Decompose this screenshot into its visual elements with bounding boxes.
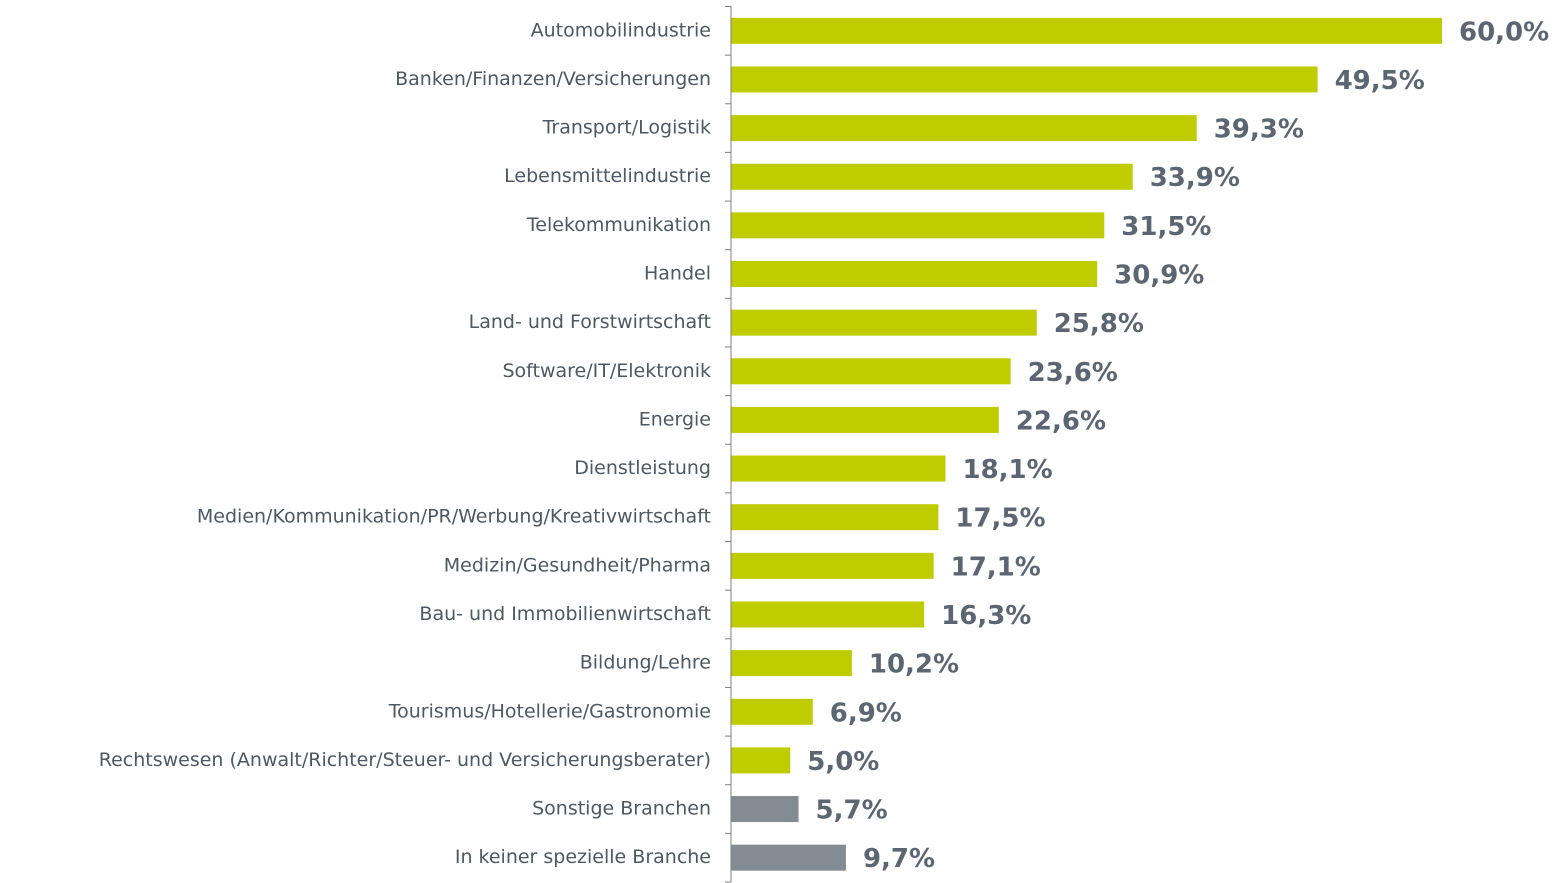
value-label: 5,0% (807, 747, 879, 777)
bar (731, 455, 946, 482)
value-label: 18,1% (962, 455, 1052, 485)
bar (731, 650, 852, 677)
value-label: 10,2% (869, 650, 959, 680)
value-label: 25,8% (1054, 309, 1144, 339)
bar (731, 309, 1037, 336)
y-tick-label: Land- und Forstwirtschaft (469, 311, 711, 333)
y-tick-label: Dienstleistung (574, 457, 711, 479)
y-tick-label: Energie (639, 408, 711, 430)
bar (731, 747, 791, 774)
value-label: 23,6% (1028, 358, 1118, 388)
y-tick-label: Software/IT/Elektronik (502, 360, 711, 382)
value-label: 60,0% (1459, 17, 1549, 47)
bar (731, 698, 813, 725)
y-tick-label: Handel (644, 263, 711, 285)
value-label: 16,3% (941, 601, 1031, 631)
bar (731, 66, 1318, 93)
y-tick-label: In keiner spezielle Branche (455, 846, 711, 868)
value-label: 22,6% (1016, 406, 1106, 436)
bar (731, 796, 799, 823)
value-label: 39,3% (1214, 115, 1304, 145)
bar (731, 844, 846, 871)
bar (731, 261, 1098, 288)
y-tick-label: Automobilindustrie (531, 19, 711, 41)
value-label: 17,5% (955, 504, 1045, 534)
y-tick-label: Sonstige Branchen (532, 798, 711, 820)
value-label: 31,5% (1121, 212, 1211, 242)
y-tick-label: Telekommunikation (526, 214, 711, 236)
bar (731, 552, 934, 579)
bar (731, 406, 999, 433)
value-label: 5,7% (816, 796, 888, 826)
bar (731, 358, 1011, 385)
y-tick-label: Lebensmittelindustrie (504, 165, 711, 187)
bar (731, 504, 939, 531)
y-tick-label: Transport/Logistik (542, 117, 711, 139)
y-tick-label: Medizin/Gesundheit/Pharma (444, 554, 711, 576)
bar (731, 115, 1197, 142)
value-label: 17,1% (951, 552, 1041, 582)
bar (731, 601, 925, 628)
bar (731, 17, 1442, 44)
value-label: 9,7% (863, 844, 935, 874)
bar (731, 212, 1105, 239)
y-tick-label: Bildung/Lehre (580, 652, 711, 674)
y-tick-label: Bau- und Immobilienwirtschaft (419, 603, 711, 625)
value-label: 49,5% (1335, 66, 1425, 96)
bar (731, 163, 1133, 190)
y-tick-label: Rechtswesen (Anwalt/Richter/Steuer- und … (99, 749, 711, 771)
y-tick-label: Banken/Finanzen/Versicherungen (395, 68, 711, 90)
y-tick-label: Tourismus/Hotellerie/Gastronomie (388, 700, 711, 722)
value-label: 33,9% (1150, 163, 1240, 193)
value-label: 6,9% (830, 698, 902, 728)
value-label: 30,9% (1114, 261, 1204, 291)
y-tick-label: Medien/Kommunikation/PR/Werbung/Kreativw… (197, 506, 711, 528)
